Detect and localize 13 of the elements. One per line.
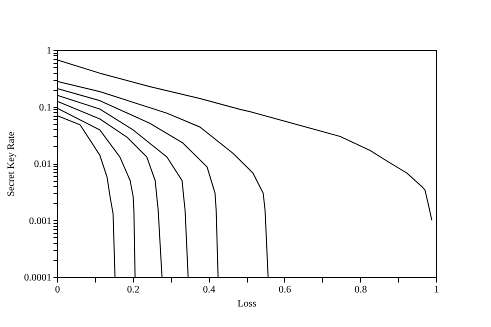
x-tick-label: 0.6 bbox=[278, 284, 292, 296]
x-tick-label: 0.4 bbox=[202, 284, 216, 296]
y-tick-label: 0.1 bbox=[39, 102, 52, 114]
x-axis-title: Loss bbox=[238, 298, 257, 310]
y-tick-label: 0.01 bbox=[34, 159, 52, 170]
x-tick-label: 0.8 bbox=[354, 284, 367, 296]
y-axis-title: Secret Key Rate bbox=[6, 130, 17, 196]
x-tick-label: 1 bbox=[434, 284, 439, 296]
y-tick-label: 0.0001 bbox=[24, 272, 52, 284]
y-tick-label: 1 bbox=[46, 46, 52, 56]
x-tick-label: 0.2 bbox=[127, 284, 140, 296]
x-tick-label: 0 bbox=[55, 284, 60, 296]
y-tick-label: 0.001 bbox=[29, 216, 52, 227]
